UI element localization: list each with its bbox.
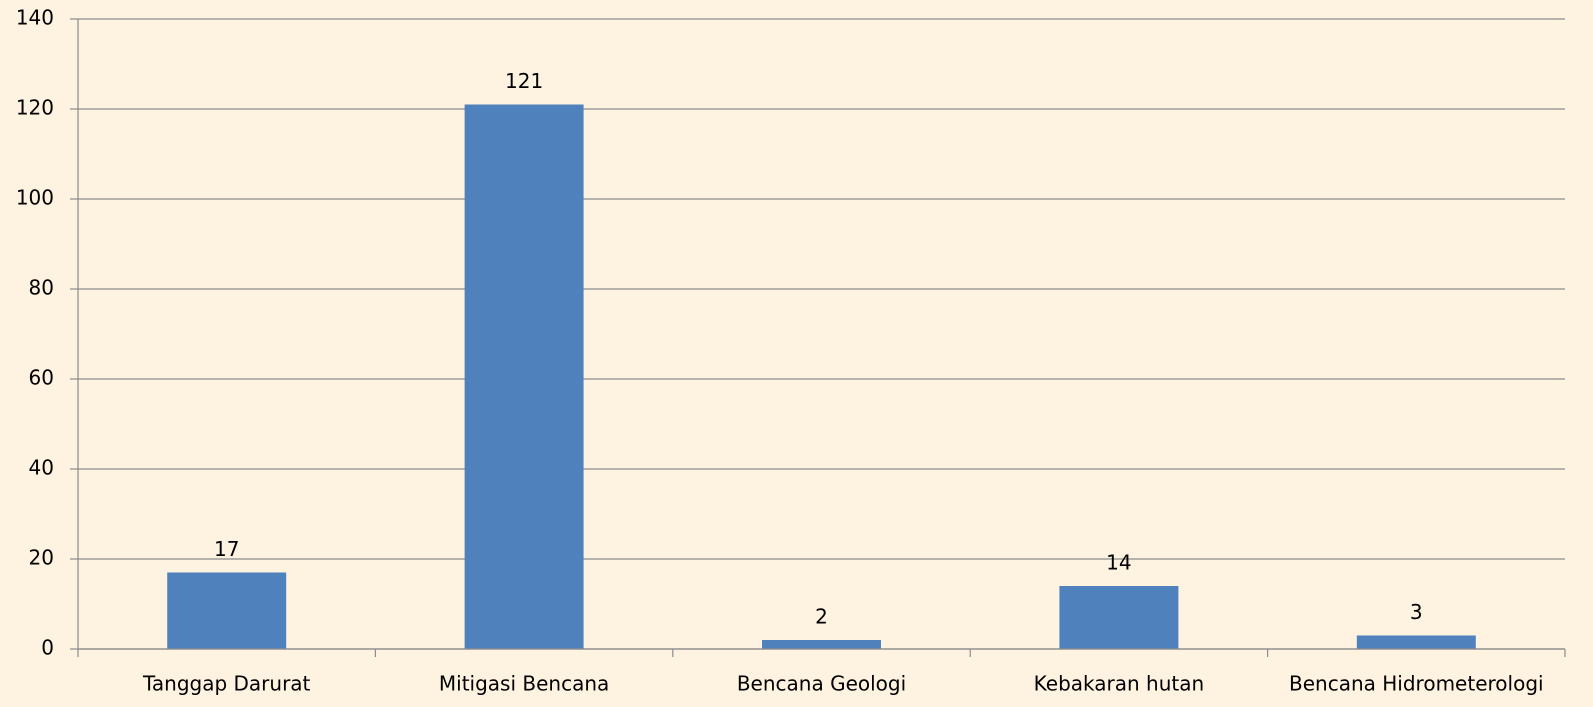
bar bbox=[762, 640, 881, 649]
bar bbox=[167, 572, 287, 649]
bar bbox=[1059, 586, 1179, 649]
data-label: 121 bbox=[505, 69, 543, 93]
y-tick-label: 140 bbox=[16, 6, 54, 30]
x-tick-label: Bencana Geologi bbox=[737, 672, 906, 696]
data-label: 17 bbox=[214, 537, 239, 561]
y-tick-label: 60 bbox=[29, 366, 54, 390]
data-label: 3 bbox=[1410, 600, 1423, 624]
bar bbox=[464, 104, 584, 649]
x-tick-label: Kebakaran hutan bbox=[1034, 672, 1205, 696]
x-tick-label: Bencana Hidrometerologi bbox=[1289, 672, 1544, 696]
y-tick-label: 20 bbox=[29, 546, 54, 570]
data-label: 14 bbox=[1106, 551, 1131, 575]
y-tick-label: 0 bbox=[41, 636, 54, 660]
bar bbox=[1356, 635, 1476, 649]
y-tick-label: 100 bbox=[16, 186, 54, 210]
y-tick-label: 120 bbox=[16, 96, 54, 120]
y-tick-label: 80 bbox=[29, 276, 54, 300]
x-tick-label: Mitigasi Bencana bbox=[439, 672, 609, 696]
data-label: 2 bbox=[815, 605, 828, 629]
y-tick-label: 40 bbox=[29, 456, 54, 480]
x-tick-label: Tanggap Darurat bbox=[142, 672, 311, 696]
